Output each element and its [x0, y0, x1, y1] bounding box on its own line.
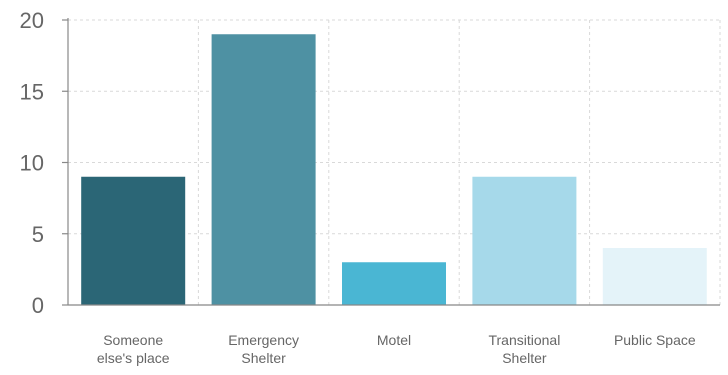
x-tick-label-1: Emergency Shelter: [228, 332, 299, 366]
y-tick-label-0: 0: [32, 293, 44, 318]
label-layer: 0 5 10 15 20 Someone else's place Emergency Shel…: [20, 8, 696, 366]
bar-0: [81, 176, 186, 305]
y-tick-label-5: 5: [32, 222, 44, 247]
y-tick-label-10: 10: [20, 151, 44, 176]
x-tick-label-0: Someone else's place: [97, 332, 170, 366]
x-tick-label-line: Public Space: [614, 332, 696, 348]
x-tick-label-line: Shelter: [241, 350, 286, 366]
axis-layer: [62, 18, 720, 306]
x-tick-label-line: Motel: [377, 332, 411, 348]
bar-2: [342, 262, 446, 305]
x-tick-label-2: Motel: [377, 332, 411, 348]
y-tick-label-15: 15: [20, 79, 44, 104]
bar-layer: [81, 34, 707, 305]
bar-3: [472, 176, 577, 305]
x-tick-label-line: Emergency: [228, 332, 299, 348]
bar-4: [602, 248, 707, 305]
x-tick-label-3: Transitional Shelter: [488, 332, 560, 366]
x-tick-label-line: else's place: [97, 350, 170, 366]
x-tick-label-line: Transitional: [488, 332, 560, 348]
x-tick-label-line: Someone: [103, 332, 163, 348]
y-tick-label-20: 20: [20, 8, 44, 33]
x-tick-label-4: Public Space: [614, 332, 696, 348]
bar-1: [211, 34, 316, 305]
x-tick-label-line: Shelter: [502, 350, 547, 366]
